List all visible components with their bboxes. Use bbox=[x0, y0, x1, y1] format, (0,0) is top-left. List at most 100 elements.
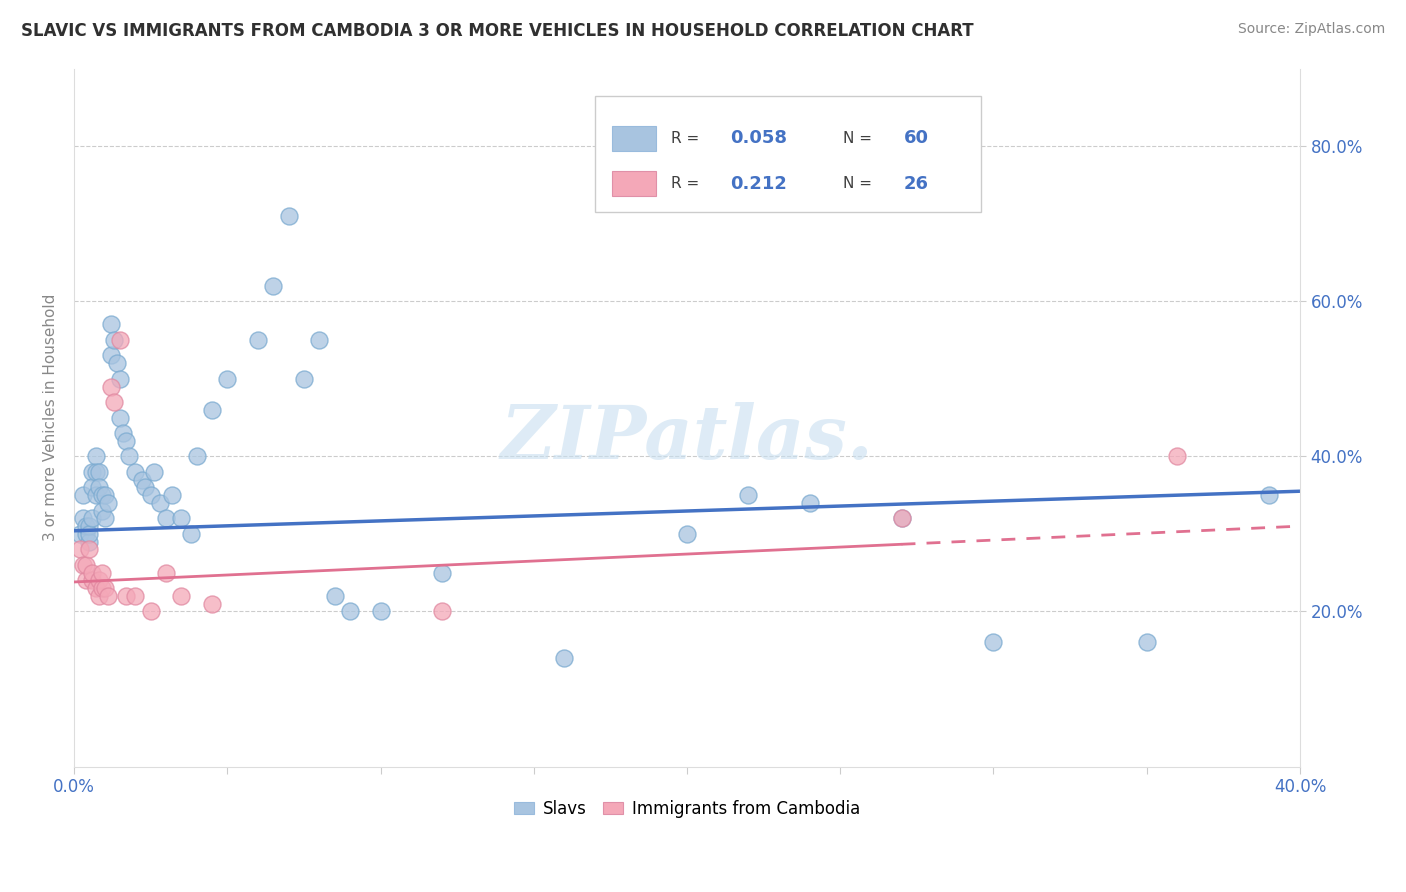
Point bbox=[84, 465, 107, 479]
Point bbox=[97, 589, 120, 603]
Point bbox=[103, 333, 125, 347]
Legend: Slavs, Immigrants from Cambodia: Slavs, Immigrants from Cambodia bbox=[508, 793, 866, 824]
Point bbox=[69, 542, 91, 557]
Point bbox=[82, 566, 104, 580]
Point bbox=[105, 356, 128, 370]
Point bbox=[246, 333, 269, 347]
Point bbox=[79, 519, 101, 533]
Point bbox=[308, 333, 330, 347]
Point bbox=[93, 511, 115, 525]
Point bbox=[75, 519, 97, 533]
Point bbox=[112, 425, 135, 440]
Point bbox=[87, 480, 110, 494]
Point bbox=[676, 527, 699, 541]
Point bbox=[93, 581, 115, 595]
Point bbox=[100, 318, 122, 332]
Point bbox=[149, 496, 172, 510]
FancyBboxPatch shape bbox=[612, 171, 657, 196]
Point bbox=[430, 604, 453, 618]
Text: N =: N = bbox=[842, 177, 876, 191]
Point bbox=[79, 527, 101, 541]
Point bbox=[1258, 488, 1281, 502]
Point bbox=[108, 333, 131, 347]
FancyBboxPatch shape bbox=[612, 126, 657, 151]
Point bbox=[79, 534, 101, 549]
Point bbox=[292, 372, 315, 386]
Point bbox=[799, 496, 821, 510]
Point bbox=[84, 581, 107, 595]
Point bbox=[100, 349, 122, 363]
Point bbox=[323, 589, 346, 603]
Point bbox=[160, 488, 183, 502]
Point bbox=[82, 574, 104, 588]
Point bbox=[277, 209, 299, 223]
Point bbox=[139, 488, 162, 502]
Text: ZIPatlas.: ZIPatlas. bbox=[501, 402, 873, 475]
Point bbox=[69, 527, 91, 541]
Point bbox=[217, 372, 239, 386]
Text: R =: R = bbox=[671, 177, 704, 191]
Point bbox=[201, 402, 224, 417]
Point bbox=[180, 527, 202, 541]
Text: N =: N = bbox=[842, 131, 876, 145]
Point bbox=[90, 566, 112, 580]
Point bbox=[90, 488, 112, 502]
Point bbox=[553, 651, 575, 665]
Point bbox=[72, 511, 94, 525]
Point bbox=[370, 604, 392, 618]
Point bbox=[82, 465, 104, 479]
Point bbox=[108, 410, 131, 425]
Y-axis label: 3 or more Vehicles in Household: 3 or more Vehicles in Household bbox=[44, 293, 58, 541]
Point bbox=[115, 589, 138, 603]
Point bbox=[339, 604, 361, 618]
Point bbox=[103, 395, 125, 409]
Point bbox=[84, 488, 107, 502]
Point bbox=[1136, 635, 1159, 649]
Point bbox=[430, 566, 453, 580]
Text: 26: 26 bbox=[904, 175, 929, 193]
Point bbox=[890, 511, 912, 525]
Point bbox=[155, 511, 177, 525]
Point bbox=[170, 511, 193, 525]
Point bbox=[983, 635, 1005, 649]
Point bbox=[87, 589, 110, 603]
Point bbox=[87, 574, 110, 588]
Point bbox=[115, 434, 138, 448]
Point bbox=[201, 597, 224, 611]
Point bbox=[79, 542, 101, 557]
Point bbox=[82, 480, 104, 494]
Text: R =: R = bbox=[671, 131, 704, 145]
Point bbox=[108, 372, 131, 386]
Point bbox=[90, 581, 112, 595]
Point bbox=[142, 465, 165, 479]
Point bbox=[134, 480, 156, 494]
Point bbox=[75, 527, 97, 541]
Point bbox=[75, 558, 97, 572]
Point bbox=[97, 496, 120, 510]
Text: Source: ZipAtlas.com: Source: ZipAtlas.com bbox=[1237, 22, 1385, 37]
Point bbox=[72, 558, 94, 572]
FancyBboxPatch shape bbox=[595, 96, 981, 211]
Point bbox=[100, 379, 122, 393]
Point bbox=[75, 574, 97, 588]
Point bbox=[72, 488, 94, 502]
Point bbox=[124, 589, 146, 603]
Point bbox=[84, 450, 107, 464]
Text: 0.212: 0.212 bbox=[730, 175, 787, 193]
Point bbox=[186, 450, 208, 464]
Text: 0.058: 0.058 bbox=[730, 129, 787, 147]
Point bbox=[890, 511, 912, 525]
Point bbox=[155, 566, 177, 580]
Point bbox=[131, 473, 153, 487]
Point bbox=[118, 450, 141, 464]
Point bbox=[124, 465, 146, 479]
Point bbox=[93, 488, 115, 502]
Point bbox=[139, 604, 162, 618]
Point bbox=[87, 465, 110, 479]
Point bbox=[262, 278, 284, 293]
Point bbox=[90, 503, 112, 517]
Text: 60: 60 bbox=[904, 129, 929, 147]
Text: SLAVIC VS IMMIGRANTS FROM CAMBODIA 3 OR MORE VEHICLES IN HOUSEHOLD CORRELATION C: SLAVIC VS IMMIGRANTS FROM CAMBODIA 3 OR … bbox=[21, 22, 974, 40]
Point bbox=[1166, 450, 1188, 464]
Point bbox=[737, 488, 759, 502]
